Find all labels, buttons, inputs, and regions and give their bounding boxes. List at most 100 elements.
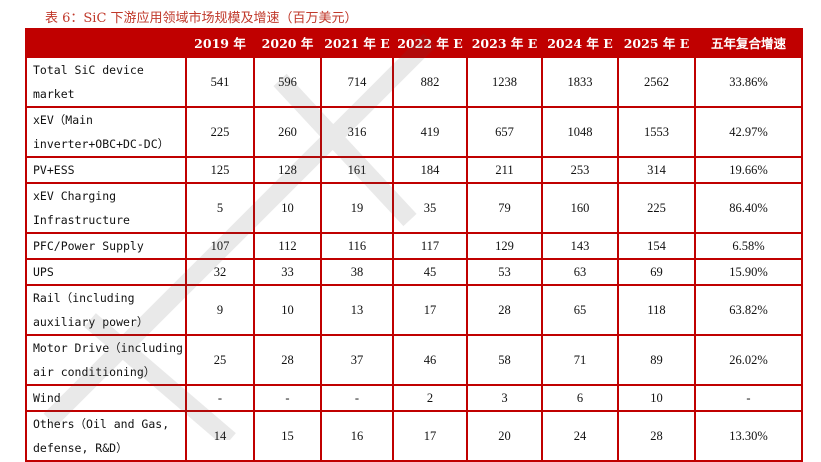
- cell-value: 125: [185, 156, 255, 184]
- cell-value: 5: [185, 182, 255, 234]
- row-label: Wind: [25, 384, 187, 412]
- cell-value: 79: [466, 182, 543, 234]
- cell-value: 116: [320, 232, 394, 260]
- cell-value: -: [320, 384, 394, 412]
- column-header: 2024 年 E: [541, 28, 619, 57]
- table-row: xEV（Main inverter+OBC+DC-DC） 225 260 316 419…: [25, 106, 803, 158]
- cell-value: 20: [466, 410, 543, 462]
- row-label: PV+ESS: [25, 156, 187, 184]
- cell-value: -: [185, 384, 255, 412]
- cell-value: 316: [320, 106, 394, 158]
- cell-value: 161: [320, 156, 394, 184]
- cell-value: 657: [466, 106, 543, 158]
- column-header: 2019 年: [185, 28, 255, 57]
- cell-value: 260: [253, 106, 322, 158]
- cell-value: 38: [320, 258, 394, 286]
- row-label: xEV（Main inverter+OBC+DC-DC）: [25, 106, 187, 158]
- cell-value: 45: [392, 258, 468, 286]
- cell-value: 46: [392, 334, 468, 386]
- table-row: PV+ESS 125 128 161 184 211 253 314 19.66%: [25, 156, 803, 184]
- cell-value: 184: [392, 156, 468, 184]
- cell-value: 53: [466, 258, 543, 286]
- table-row: Others（Oil and Gas, defense, R&D） 14 15 16 1…: [25, 410, 803, 462]
- cell-value: 63.82%: [694, 284, 803, 336]
- cell-value: 32: [185, 258, 255, 286]
- cell-value: 10: [253, 284, 322, 336]
- cell-value: 26.02%: [694, 334, 803, 386]
- cell-value: 211: [466, 156, 543, 184]
- cell-value: 118: [617, 284, 696, 336]
- table-row: xEV Charging Infrastructure 5 10 19 35 79 160 2…: [25, 182, 803, 234]
- column-header: 2023 年 E: [466, 28, 543, 57]
- cell-value: 42.97%: [694, 106, 803, 158]
- cell-value: 419: [392, 106, 468, 158]
- cell-value: 225: [185, 106, 255, 158]
- cell-value: 225: [617, 182, 696, 234]
- table-row: Wind - - -2 3 6 10-: [25, 384, 803, 412]
- cell-value: 2562: [617, 56, 696, 108]
- cell-value: 143: [541, 232, 619, 260]
- table-row: Total SiC device market 541 596 714 882 1238 1…: [25, 56, 803, 108]
- cell-value: 253: [541, 156, 619, 184]
- column-header: 2021 年 E: [320, 28, 394, 57]
- cell-value: 13: [320, 284, 394, 336]
- cell-value: 69: [617, 258, 696, 286]
- cell-value: 117: [392, 232, 468, 260]
- cell-value: 129: [466, 232, 543, 260]
- column-header: 2022 年 E: [392, 28, 468, 57]
- cell-value: 33.86%: [694, 56, 803, 108]
- cell-value: 1048: [541, 106, 619, 158]
- cell-value: 10: [617, 384, 696, 412]
- cell-value: 6: [541, 384, 619, 412]
- row-label: Others（Oil and Gas, defense, R&D）: [25, 410, 187, 462]
- cell-value: 1553: [617, 106, 696, 158]
- cell-value: -: [694, 384, 803, 412]
- column-header: 2025 年 E: [617, 28, 696, 57]
- cell-value: 37: [320, 334, 394, 386]
- cell-value: 15.90%: [694, 258, 803, 286]
- row-label: xEV Charging Infrastructure: [25, 182, 187, 234]
- cell-value: 65: [541, 284, 619, 336]
- table-title: 表 6：SiC 下游应用领域市场规模及增速（百万美元）: [45, 11, 358, 26]
- cell-value: 6.58%: [694, 232, 803, 260]
- cell-value: 314: [617, 156, 696, 184]
- cell-value: 19.66%: [694, 156, 803, 184]
- cell-value: 2: [392, 384, 468, 412]
- cell-value: 160: [541, 182, 619, 234]
- cell-value: 28: [617, 410, 696, 462]
- row-label: Motor Drive（including air conditioning）: [25, 334, 187, 386]
- cell-value: 89: [617, 334, 696, 386]
- cell-value: 24: [541, 410, 619, 462]
- cell-value: 882: [392, 56, 468, 108]
- market-size-table: 2019 年 2020 年 2021 年 E 2022 年 E 2023 年 E 2024…: [25, 28, 803, 462]
- row-label: UPS: [25, 258, 187, 286]
- cell-value: 9: [185, 284, 255, 336]
- column-header: 五年复合增速: [694, 28, 803, 57]
- cell-value: 3: [466, 384, 543, 412]
- cell-value: 19: [320, 182, 394, 234]
- cell-value: 112: [253, 232, 322, 260]
- table-row: Rail（including auxiliary power） 9 10 13 17 28…: [25, 284, 803, 336]
- cell-value: 35: [392, 182, 468, 234]
- cell-value: 63: [541, 258, 619, 286]
- cell-value: 58: [466, 334, 543, 386]
- cell-value: -: [253, 384, 322, 412]
- cell-value: 596: [253, 56, 322, 108]
- cell-value: 86.40%: [694, 182, 803, 234]
- row-label: Total SiC device market: [25, 56, 187, 108]
- table-row: Motor Drive（including air conditioning） 2…: [25, 334, 803, 386]
- header-row: 2019 年 2020 年 2021 年 E 2022 年 E 2023 年 E 2024…: [25, 28, 803, 57]
- cell-value: 17: [392, 284, 468, 336]
- cell-value: 541: [185, 56, 255, 108]
- cell-value: 1238: [466, 56, 543, 108]
- cell-value: 17: [392, 410, 468, 462]
- column-header: [25, 28, 187, 57]
- cell-value: 25: [185, 334, 255, 386]
- cell-value: 13.30%: [694, 410, 803, 462]
- table-row: PFC/Power Supply 107 112 116 117 129 143 154 6.5…: [25, 232, 803, 260]
- cell-value: 154: [617, 232, 696, 260]
- cell-value: 16: [320, 410, 394, 462]
- row-label: PFC/Power Supply: [25, 232, 187, 260]
- cell-value: 15: [253, 410, 322, 462]
- cell-value: 128: [253, 156, 322, 184]
